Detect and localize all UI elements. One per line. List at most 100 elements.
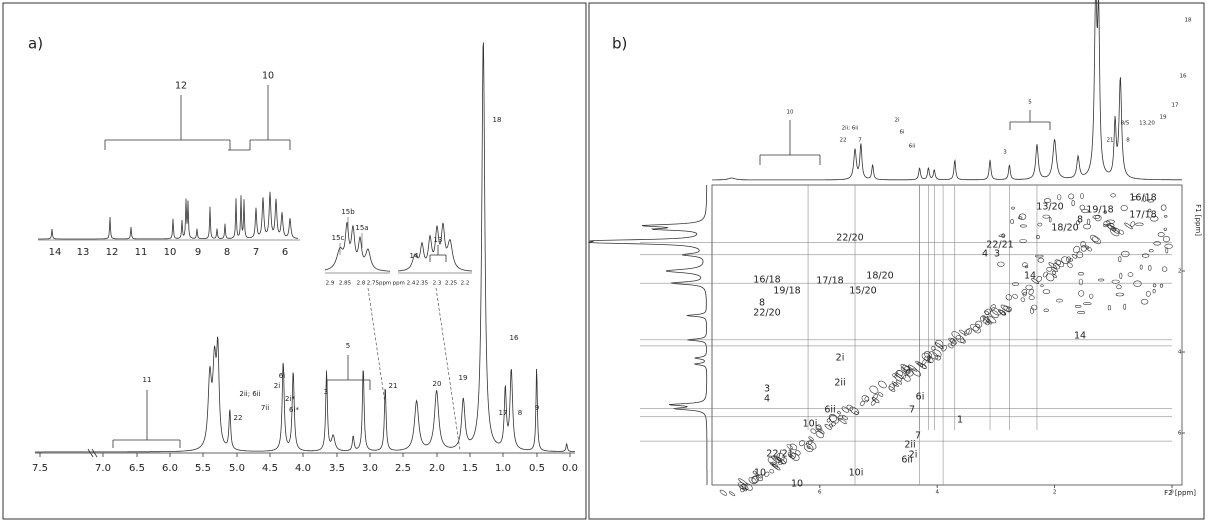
cross-peak	[972, 326, 981, 334]
label: 20	[433, 380, 442, 388]
label: 8	[1126, 138, 1130, 144]
label: 15c	[332, 234, 345, 242]
cross-peak	[1162, 236, 1170, 243]
label: 22/20	[753, 308, 780, 319]
label: 22/20	[836, 233, 863, 244]
cross-peak	[892, 373, 897, 378]
cross-peak	[911, 368, 922, 377]
cross-peak	[872, 393, 878, 401]
label: 11	[143, 376, 152, 384]
label: 2	[1053, 490, 1057, 496]
plot-frame	[711, 184, 1183, 486]
cross-peak	[935, 339, 944, 348]
label: 0.0	[562, 463, 578, 474]
cross-peak	[1147, 199, 1154, 203]
label: 2.5	[395, 463, 411, 474]
label: 10	[791, 479, 803, 490]
label: 6i*	[289, 406, 299, 414]
label: 18	[493, 116, 502, 124]
cross-peak	[1135, 222, 1144, 226]
cross-peak	[960, 338, 966, 344]
cross-peak	[1000, 304, 1010, 312]
label: 19	[459, 374, 468, 382]
cross-peak	[1036, 235, 1040, 240]
label: 19/18	[1086, 205, 1113, 216]
cross-peak	[1150, 215, 1159, 222]
cross-peak	[829, 423, 834, 428]
label: 6	[818, 490, 822, 496]
cross-peak	[808, 436, 814, 441]
label: 4	[764, 394, 770, 405]
cross-peak	[755, 475, 763, 482]
cross-peak	[1037, 222, 1043, 227]
label: 6i	[916, 392, 925, 403]
cross-peak	[1115, 292, 1125, 297]
label: 1.5	[462, 463, 478, 474]
cross-peak	[997, 309, 1006, 316]
cross-peak	[1083, 223, 1091, 230]
label: 15b	[341, 208, 355, 216]
cross-peak	[1089, 293, 1094, 299]
cross-peak	[1165, 247, 1169, 254]
cross-peak	[1161, 266, 1168, 272]
label: 10	[164, 247, 177, 258]
label: 8	[518, 409, 522, 417]
label: 7ii	[261, 404, 269, 412]
label: 3	[994, 249, 1000, 260]
label: 5.5	[195, 463, 211, 474]
cross-peak	[1011, 206, 1015, 210]
cross-peak	[1042, 214, 1051, 219]
cross-peak	[1140, 298, 1149, 305]
label: 6i	[279, 372, 285, 380]
label: 6i	[899, 130, 904, 136]
cross-peak	[1157, 232, 1165, 237]
label: 1	[957, 415, 963, 426]
cross-peak	[1103, 210, 1107, 214]
cross-peak	[719, 489, 728, 496]
cross-peak	[1066, 262, 1073, 268]
label: 14	[1024, 271, 1036, 282]
cross-peak	[1083, 302, 1092, 305]
cross-peak	[1001, 311, 1005, 316]
cross-peak	[894, 372, 903, 379]
label: 2	[1178, 269, 1182, 275]
label: 14	[1074, 331, 1086, 342]
label: 19	[1160, 115, 1167, 121]
cross-peak	[1030, 307, 1035, 314]
label: 6ii	[901, 455, 912, 466]
label: 10	[787, 110, 794, 116]
label: 2.85	[339, 281, 352, 287]
label: 8	[224, 247, 230, 258]
cross-peak	[1042, 271, 1049, 278]
cross-peak	[740, 487, 745, 493]
cross-peak	[932, 349, 942, 358]
cross-peak	[828, 413, 838, 422]
label: 2i*	[285, 395, 295, 403]
cross-peak	[870, 399, 876, 406]
label: 5	[346, 342, 350, 350]
cross-peak	[963, 329, 970, 336]
cross-peak	[1025, 284, 1033, 291]
label: 2ii	[904, 440, 915, 451]
cross-peak	[986, 315, 997, 324]
label: 17	[499, 409, 508, 417]
cross-peak	[824, 424, 832, 430]
label: 14	[410, 252, 419, 260]
cross-peak	[1148, 265, 1152, 271]
cross-peak	[779, 457, 788, 465]
cross-peak	[789, 443, 798, 451]
label: 7.5	[32, 463, 48, 474]
cross-peak	[1018, 213, 1027, 220]
label: 15/20	[849, 286, 876, 297]
cross-peak	[1068, 193, 1075, 200]
label: 18/20	[1051, 223, 1078, 234]
cross-peak	[975, 320, 983, 328]
cross-peak	[878, 380, 887, 389]
cross-peak	[984, 310, 989, 315]
label: 0	[1170, 490, 1174, 496]
cross-peak	[878, 392, 884, 397]
cross-peak	[900, 363, 910, 372]
label: 10	[262, 71, 274, 82]
panel-b-frame	[588, 2, 1205, 520]
cross-peak	[1120, 250, 1130, 258]
